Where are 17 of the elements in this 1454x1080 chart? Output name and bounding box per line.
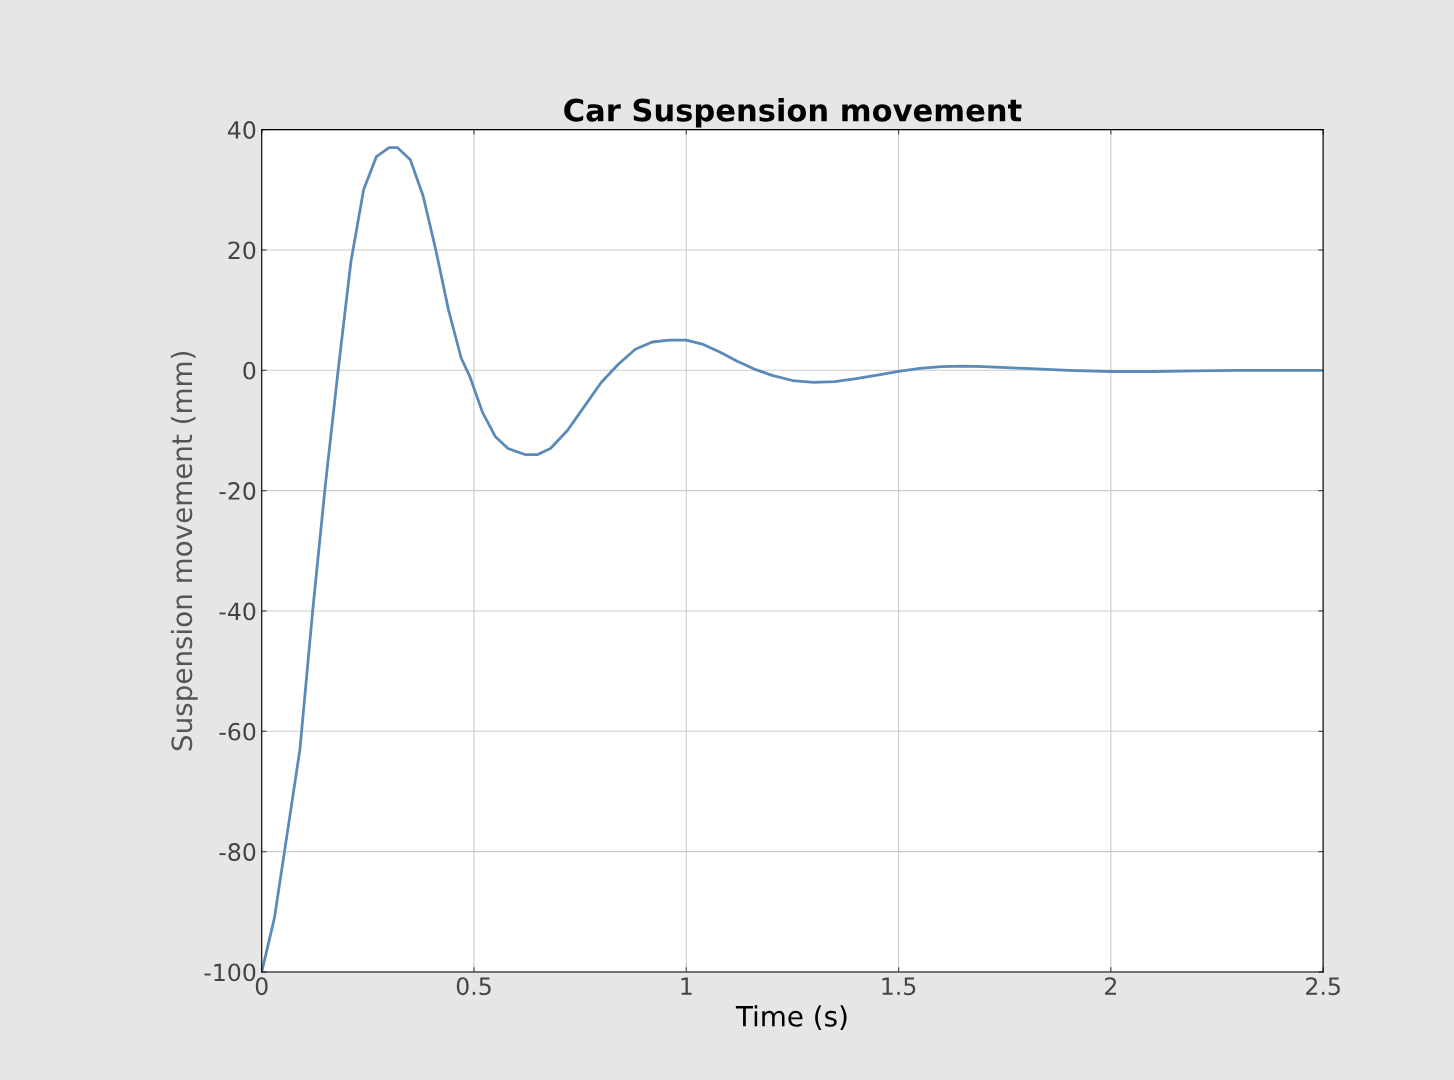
- y-axis-title: Suspension movement (mm): [170, 351, 198, 751]
- x-tick-label: 1: [681, 977, 692, 995]
- y-tick-label: 0: [243, 361, 256, 380]
- y-tick-label: -100: [204, 963, 256, 982]
- y-tick-label: -60: [219, 722, 256, 741]
- x-tick-label: 0.5: [456, 977, 491, 996]
- x-tick-label: 1.5: [882, 977, 916, 996]
- x-tick-label: 2: [1105, 977, 1116, 995]
- chart-title: Car Suspension movement: [564, 98, 1022, 128]
- x-tick-label: 0: [255, 977, 268, 996]
- y-tick-label: -40: [219, 602, 256, 621]
- y-tick-label: -20: [219, 482, 256, 500]
- x-axis-title: Time (s): [735, 1005, 847, 1031]
- x-tick-label: 2.5: [1306, 977, 1340, 996]
- y-tick-label: 20: [228, 241, 256, 260]
- y-tick-label: 40: [227, 121, 256, 139]
- y-tick-label: -80: [219, 843, 256, 861]
